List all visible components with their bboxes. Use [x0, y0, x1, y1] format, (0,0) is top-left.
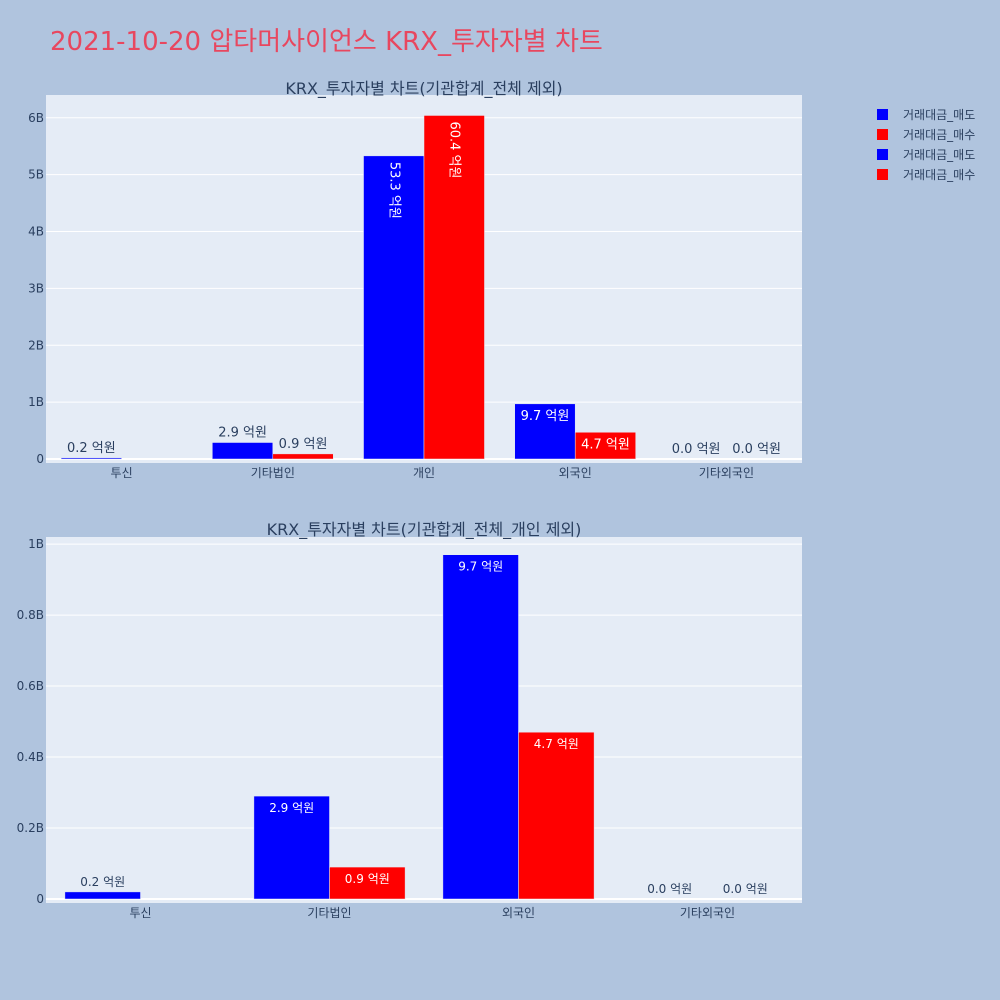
bar-data-label: 0.0 억원	[647, 882, 692, 896]
bar-sell[interactable]	[212, 442, 274, 460]
legend-swatch	[877, 149, 888, 160]
x-tick-label: 외국인	[502, 906, 535, 920]
legend-item[interactable]: 거래대금_매도	[877, 108, 975, 122]
legend-item[interactable]: 거래대금_매수	[877, 168, 975, 182]
bar-data-label: 0.0 억원	[672, 442, 721, 457]
x-tick-label: 기타법인	[307, 906, 351, 920]
y-tick-label: 0	[36, 452, 44, 466]
plots-container: 0 1B 2B 3B 4B 5B 6B KRX_투자자별 차트(기관합계_전체 제외) 투신 0.…	[17, 79, 802, 920]
bar-data-label: 4.7 억원	[581, 437, 630, 452]
x-tick-label: 투신	[129, 906, 151, 920]
bar-buy[interactable]	[272, 453, 334, 460]
legend-label: 거래대금_매도	[903, 108, 975, 122]
legend-swatch	[877, 109, 888, 120]
subplot-title: KRX_투자자별 차트(기관합계_전체 제외)	[285, 79, 562, 99]
bar-sell[interactable]	[64, 891, 141, 900]
bar-data-label: 2.9 억원	[218, 426, 267, 441]
bar-data-label: 53.3 억원	[386, 162, 401, 219]
bar-buy[interactable]	[329, 866, 406, 900]
y-tick-label: 1B	[28, 537, 44, 551]
legend-swatch	[877, 129, 888, 140]
y-tick-label: 0.8B	[17, 608, 44, 622]
y-tick-label: 0.4B	[17, 750, 44, 764]
chart-panel-2: 0 0.2B 0.4B 0.6B 0.8B 1B KRX_투자자별 차트(기관합계_전체_개…	[17, 520, 802, 920]
bar-data-label: 2.9 억원	[269, 801, 314, 815]
bar-data-label: 60.4 억원	[447, 121, 462, 178]
legend-label: 거래대금_매도	[903, 148, 975, 162]
x-tick-label: 기타외국인	[699, 466, 754, 480]
y-tick-label: 5B	[28, 168, 44, 182]
x-tick-label: 개인	[413, 466, 435, 480]
legend-swatch	[877, 169, 888, 180]
bar-data-label: 0.9 억원	[345, 872, 390, 886]
y-tick-label: 3B	[28, 281, 44, 295]
y-tick-label: 1B	[28, 395, 44, 409]
bar-data-label: 9.7 억원	[521, 409, 570, 424]
y-tick-label: 0	[36, 892, 44, 906]
y-tick-label: 0.2B	[17, 821, 44, 835]
page-title: 2021-10-20 압타머사이언스 KRX_투자자별 차트	[50, 27, 603, 57]
legend-item[interactable]: 거래대금_매도	[877, 148, 975, 162]
bar-buy[interactable]	[423, 115, 485, 460]
bar-data-label: 0.0 억원	[732, 442, 781, 457]
bar-buy[interactable]	[518, 731, 595, 900]
legend-item[interactable]: 거래대금_매수	[877, 128, 975, 142]
bar-buy[interactable]	[574, 432, 636, 460]
bar-sell[interactable]	[514, 403, 576, 460]
y-tick-label: 0.6B	[17, 679, 44, 693]
x-tick-label: 기타외국인	[680, 906, 735, 920]
bar-data-label: 4.7 억원	[534, 737, 579, 751]
bar-sell[interactable]	[60, 457, 122, 460]
bar-sell[interactable]	[253, 795, 330, 900]
y-tick-label: 6B	[28, 111, 44, 125]
plot-area	[46, 537, 802, 903]
bar-data-label: 9.7 억원	[458, 560, 503, 574]
x-tick-label: 기타법인	[251, 466, 295, 480]
x-tick-label: 외국인	[559, 466, 592, 480]
y-tick-label: 2B	[28, 338, 44, 352]
legend-label: 거래대금_매수	[903, 128, 975, 142]
bar-sell[interactable]	[363, 155, 425, 460]
bar-data-label: 0.2 억원	[80, 875, 125, 889]
legend-label: 거래대금_매수	[903, 168, 975, 182]
bar-data-label: 0.2 억원	[67, 441, 116, 456]
bar-data-label: 0.9 억원	[279, 437, 328, 452]
bar-sell[interactable]	[442, 554, 519, 900]
bar-data-label: 0.0 억원	[723, 882, 768, 896]
chart-panel-1: 0 1B 2B 3B 4B 5B 6B KRX_투자자별 차트(기관합계_전체 제외) 투신 0.…	[28, 79, 802, 480]
x-tick-label: 투신	[111, 466, 133, 480]
y-tick-label: 4B	[28, 225, 44, 239]
subplot-title: KRX_투자자별 차트(기관합계_전체_개인 제외)	[267, 520, 582, 540]
